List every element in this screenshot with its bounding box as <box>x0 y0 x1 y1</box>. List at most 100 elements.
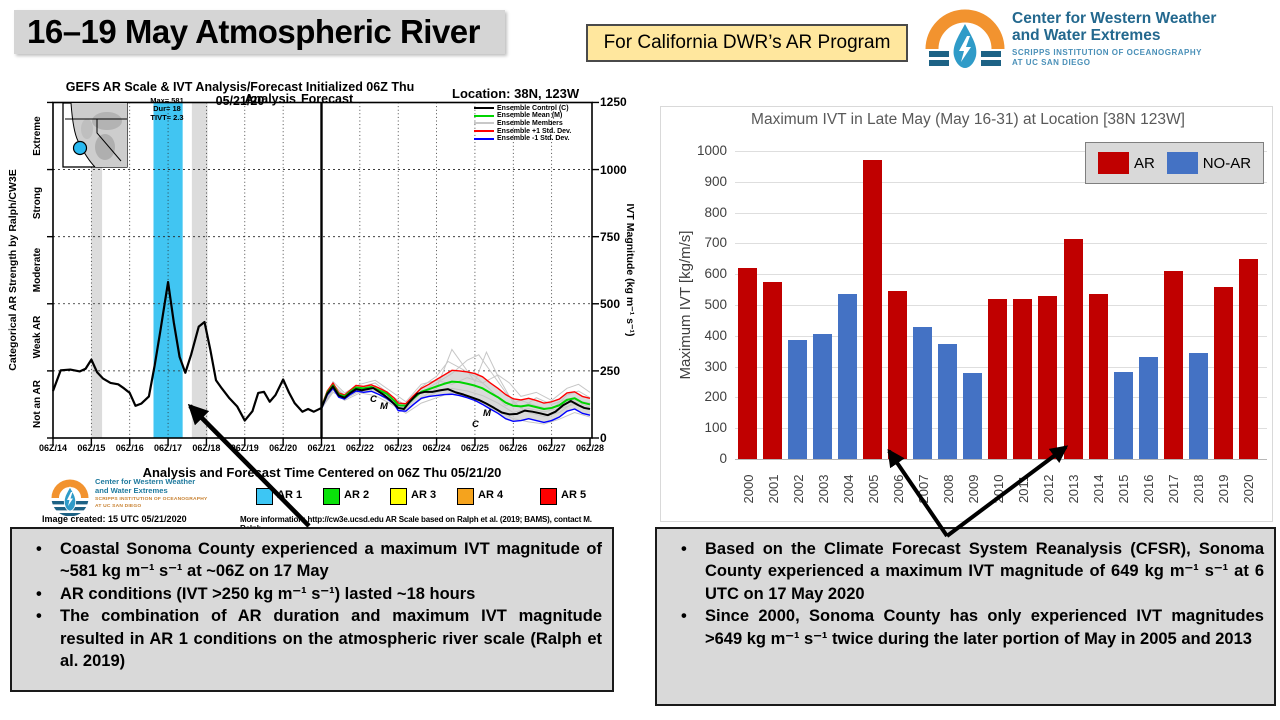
legend-line-swatch <box>474 130 494 133</box>
bar-x-tick-label: 2012 <box>1040 474 1056 504</box>
x-axis-tick-label: 06Z/25 <box>460 443 489 453</box>
bar-y-tick-label: 500 <box>704 297 727 312</box>
ivt-analysis-line <box>51 280 322 422</box>
x-axis-tick-label: 06Z/21 <box>307 443 336 453</box>
x-axis-tick-label: 06Z/22 <box>345 443 374 453</box>
ivt-bar-2007-no-ar <box>913 326 933 459</box>
ar-scale-label: AR 4 <box>478 489 504 501</box>
ensemble-legend-row: Ensemble Members <box>474 120 592 127</box>
ivt-bar-2004-no-ar <box>838 294 858 459</box>
legend-label: Ensemble Mean (M) <box>497 112 563 120</box>
ar-scale-swatch <box>457 488 474 505</box>
x-axis-tick-label: 06Z/14 <box>38 443 68 453</box>
map-state-borders <box>65 102 127 168</box>
legend-label: Ensemble +1 Std. Dev. <box>497 127 572 135</box>
x-axis-tick-label: 06Z/16 <box>115 443 144 453</box>
cw3e-footer-logo-icon <box>51 479 89 517</box>
bar-x-tick-label: 2018 <box>1191 474 1207 504</box>
annotation-tivt: TIVT= 2.3 <box>150 112 184 122</box>
gefs-notes-box: Coastal Sonoma County experienced a maxi… <box>10 527 614 692</box>
bar-x-tick-label: 2008 <box>940 474 956 504</box>
ivt-bar-2000-ar <box>738 268 757 459</box>
note-bullet: Since 2000, Sonoma County has only exper… <box>681 605 1264 650</box>
ar-scale-swatch <box>256 488 273 505</box>
legend-line-swatch <box>474 122 494 125</box>
map-terrain <box>92 112 122 130</box>
bar-y-tick-label: 400 <box>704 327 727 343</box>
gray-shade-band <box>191 102 208 438</box>
ensemble-legend-row: Ensemble Control (C) <box>474 105 592 112</box>
right-axis-tick-label: 500 <box>600 296 621 311</box>
ivt-bar-2009-no-ar <box>963 372 983 459</box>
legend-label: Ensemble Members <box>497 119 563 127</box>
bar-x-tick-label: 2019 <box>1216 474 1232 504</box>
right-axis-tick-label: 1000 <box>600 162 627 177</box>
bar-y-tick-label: 800 <box>704 204 727 220</box>
annotation-duration: Dur= 18 <box>153 104 181 114</box>
bar-x-tick-label: 2000 <box>740 474 756 504</box>
ensemble-legend-row: Ensemble -1 Std. Dev. <box>474 135 592 142</box>
ivt-bar-2013-ar <box>1063 238 1083 459</box>
gefs-forecast-label: Forecast <box>301 92 354 106</box>
bar-gridline <box>735 181 1267 183</box>
bar-y-tick-label: 900 <box>704 173 727 189</box>
footer-logo-org-line1: Center for Western Weather <box>95 477 196 486</box>
bar-y-tick-label: 200 <box>704 389 727 405</box>
ivt-bar-2016-no-ar <box>1138 357 1158 459</box>
note-bullet: Based on the Climate Forecast System Rea… <box>681 538 1264 605</box>
x-axis-tick-label: 06Z/17 <box>154 443 183 453</box>
bar-y-tick-label: 700 <box>704 235 727 251</box>
bar-y-tick-label: 300 <box>704 358 727 374</box>
ar-category-label: Strong <box>32 187 43 220</box>
bar-x-tick-label: 2014 <box>1091 474 1107 504</box>
bar-x-tick-label: 2016 <box>1141 474 1157 504</box>
cw3e-org-name: Center for Western Weather and Water Ext… <box>1012 4 1216 45</box>
bar-legend-label: NO-AR <box>1202 154 1252 172</box>
control-inline-label: C <box>472 419 479 430</box>
bar-gridline <box>735 274 1267 276</box>
gray-shade-band <box>91 102 103 438</box>
right-axis-tick-label: 1250 <box>600 95 627 110</box>
bar-x-tick-label: 2011 <box>1015 475 1031 503</box>
gefs-location-label: Location: 38N, 123W <box>452 86 580 101</box>
gefs-left-axis-title: Categorical AR Strength by Ralph/CW3E <box>7 169 19 371</box>
bar-x-tick-label: 2002 <box>790 474 806 504</box>
x-axis-tick-label: 06Z/27 <box>537 443 566 453</box>
cw3e-logo: Center for Western Weather and Water Ext… <box>925 4 1277 70</box>
gefs-chart-title: GEFS AR Scale & IVT Analysis/Forecast In… <box>65 80 415 108</box>
ivt-bar-2011-ar <box>1013 298 1033 459</box>
ivt-bar-2014-ar <box>1088 293 1108 459</box>
note-bullet: The combination of AR duration and maxim… <box>36 605 602 672</box>
legend-line-swatch <box>474 106 494 110</box>
right-axis-tick-label: 0 <box>600 431 607 445</box>
bar-legend-item: NO-AR <box>1166 152 1252 174</box>
x-axis-tick-label: 06Z/15 <box>77 443 106 453</box>
legend-line-swatch <box>474 137 494 140</box>
bar-y-tick-label: 1000 <box>696 143 727 158</box>
ensemble-legend-row: Ensemble +1 Std. Dev. <box>474 128 592 135</box>
legend-label: Ensemble Control (C) <box>497 104 569 112</box>
ar-scale-swatch <box>540 488 557 505</box>
climatology-notes-box: Based on the Climate Forecast System Rea… <box>655 527 1276 706</box>
x-axis-tick-label: 06Z/24 <box>422 443 451 453</box>
bar-y-tick-label: 100 <box>704 420 727 436</box>
bar-x-tick-label: 2015 <box>1116 474 1132 504</box>
ivt-bar-2001-ar <box>763 281 783 459</box>
ensemble-legend-row: Ensemble Mean (M) <box>474 112 592 119</box>
x-axis-tick-label: 06Z/23 <box>384 443 413 453</box>
ivt-bar-2010-ar <box>988 298 1008 459</box>
cw3e-scripps-line2: AT UC SAN DIEGO <box>1012 58 1091 68</box>
bar-y-tick-label: 600 <box>704 266 727 282</box>
footer-logo-scripps: SCRIPPS INSTITUTION OF OCEANOGRAPHY AT U… <box>95 497 207 510</box>
right-axis-tick-label: 250 <box>600 363 621 378</box>
location-inset-map <box>62 102 128 168</box>
footer-logo-org: Center for Western Weather and Water Ext… <box>95 477 207 495</box>
bar-x-tick-label: 2004 <box>840 474 856 504</box>
bar-y-tick-label: 0 <box>719 451 727 466</box>
footer-logo-org-line2: and Water Extremes <box>95 485 168 495</box>
cw3e-scripps-line1: SCRIPPS INSTITUTION OF OCEANOGRAPHY <box>1012 47 1202 57</box>
legend-line-swatch <box>474 114 494 117</box>
ar-category-label: Not an AR <box>32 380 43 429</box>
ar-scale-swatch <box>323 488 340 505</box>
bar-x-tick-label: 2007 <box>915 474 931 504</box>
